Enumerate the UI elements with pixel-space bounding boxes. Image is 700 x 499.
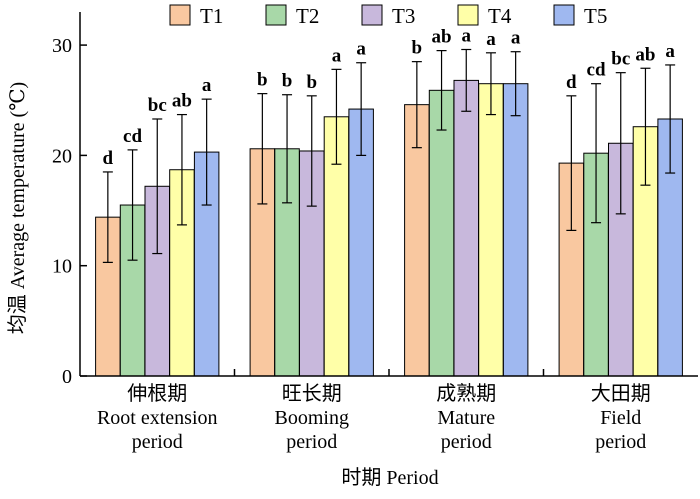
legend-swatch <box>265 4 287 26</box>
legend-swatch <box>457 4 479 26</box>
legend-label: T2 <box>296 4 319 28</box>
category-label-zh: 成熟期 <box>436 382 496 405</box>
significance-label: a <box>486 29 496 50</box>
significance-label: ab <box>432 27 452 48</box>
significance-label: ab <box>172 91 192 112</box>
category-label-en: Root extension <box>97 407 218 429</box>
significance-label: bc <box>611 49 630 70</box>
y-axis-label: 均温 Average temperature (℃) <box>6 82 29 334</box>
category-label-en-line2: period <box>441 431 492 453</box>
legend-swatch <box>169 4 191 26</box>
significance-label: ab <box>635 44 655 65</box>
category-label-en-line2: period <box>132 431 183 453</box>
category-label-zh: 旺长期 <box>282 382 342 405</box>
category-label-en-line2: period <box>595 431 646 453</box>
y-tick-label: 0 <box>62 366 72 388</box>
significance-label: d <box>103 148 114 169</box>
legend-label: T1 <box>200 4 223 28</box>
bar <box>502 83 529 377</box>
legend-swatch <box>361 4 383 26</box>
category-label-zh: 大田期 <box>591 382 651 405</box>
legend-swatch <box>553 4 575 26</box>
significance-label: b <box>412 38 423 59</box>
legend: T1 T2 T3 T4 T5 <box>169 4 607 28</box>
bar <box>478 83 504 377</box>
y-tick-label: 10 <box>52 256 72 278</box>
bar <box>453 79 479 377</box>
significance-label: a <box>356 39 366 60</box>
bar <box>428 89 455 377</box>
significance-label: cd <box>123 126 142 147</box>
legend-label: T3 <box>392 4 415 28</box>
category-label-zh: 伸根期 <box>127 382 187 405</box>
legend-label: T5 <box>584 4 607 28</box>
significance-label: d <box>566 72 577 93</box>
significance-label: b <box>282 71 293 92</box>
significance-label: b <box>257 70 268 91</box>
significance-label: a <box>202 75 212 96</box>
category-label-en: Field <box>600 407 641 429</box>
significance-label: bc <box>148 95 167 116</box>
significance-label: cd <box>587 60 606 81</box>
category-label-en-line2: period <box>286 431 337 453</box>
significance-label: a <box>332 45 342 66</box>
category-label-en: Mature <box>437 407 495 429</box>
y-tick-label: 20 <box>52 145 72 167</box>
legend-label: T4 <box>488 4 512 28</box>
significance-label: b <box>306 72 317 93</box>
y-tick-label: 30 <box>52 35 72 57</box>
significance-label: a <box>462 26 472 47</box>
category-label-en: Booming <box>275 407 349 429</box>
x-axis-label: 时期 Period <box>341 466 438 489</box>
significance-label: a <box>511 28 521 49</box>
significance-label: a <box>665 41 675 62</box>
